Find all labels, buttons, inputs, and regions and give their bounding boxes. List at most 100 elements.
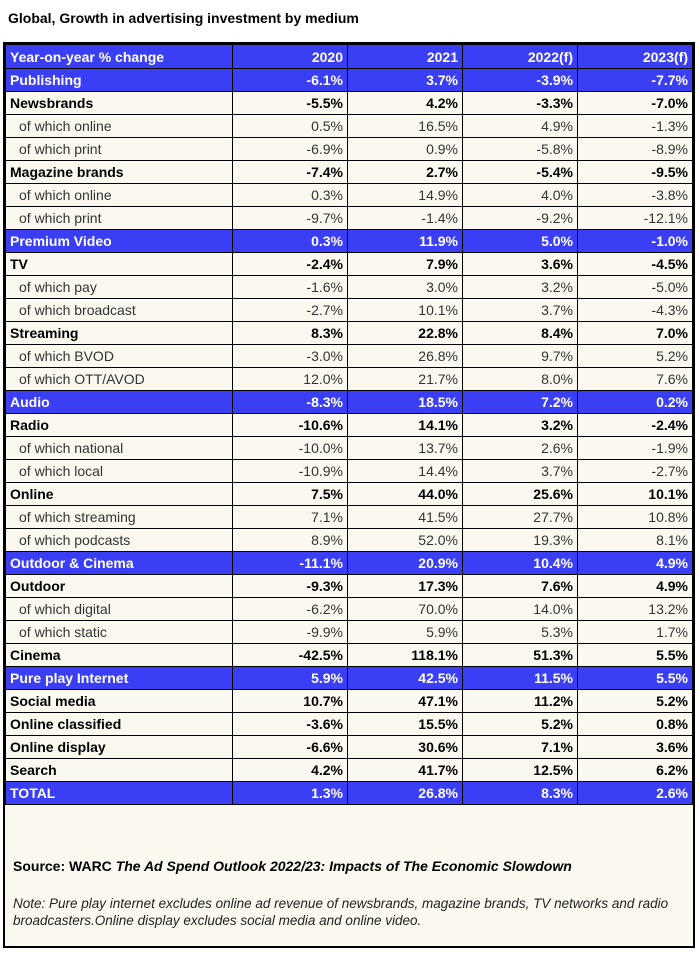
table-row: of which digital -6.2% 70.0% 14.0% 13.2%: [5, 597, 693, 621]
table-row: Newsbrands -5.5% 4.2% -3.3% -7.0%: [5, 91, 693, 115]
value-cell: 11.9%: [347, 229, 463, 253]
source-line: Source: WARC The Ad Spend Outlook 2022/2…: [13, 858, 572, 874]
value-cell: -3.3%: [462, 91, 578, 115]
value-cell: -2.7%: [232, 298, 348, 322]
value-cell: 17.3%: [347, 574, 463, 598]
table-row: Outdoor -9.3% 17.3% 7.6% 4.9%: [5, 574, 693, 598]
section-row: Pure play Internet 5.9% 42.5% 11.5% 5.5%: [5, 666, 693, 690]
table-row: of which BVOD -3.0% 26.8% 9.7% 5.2%: [5, 344, 693, 368]
table-row: Streaming 8.3% 22.8% 8.4% 7.0%: [5, 321, 693, 345]
row-label: Online display: [5, 735, 233, 759]
value-cell: 14.0%: [462, 597, 578, 621]
table-header-row: Year-on-year % change 2020 2021 2022(f) …: [5, 44, 693, 69]
header-cell-2020: 2020: [232, 44, 348, 69]
row-label: of which online: [5, 183, 233, 207]
value-cell: 3.2%: [462, 275, 578, 299]
table-body: Publishing -6.1% 3.7% -3.9% -7.7% Newsbrands -…: [5, 68, 693, 805]
value-cell: -3.0%: [232, 344, 348, 368]
header-cell-label: Year-on-year % change: [5, 44, 233, 69]
value-cell: 1.3%: [232, 781, 348, 805]
value-cell: 0.2%: [577, 390, 693, 414]
value-cell: 7.1%: [232, 505, 348, 529]
table-row: Magazine brands -7.4% 2.7% -5.4% -9.5%: [5, 160, 693, 184]
row-label: Radio: [5, 413, 233, 437]
table-row: TV -2.4% 7.9% 3.6% -4.5%: [5, 252, 693, 276]
value-cell: 3.6%: [577, 735, 693, 759]
value-cell: 47.1%: [347, 689, 463, 713]
value-cell: 8.1%: [577, 528, 693, 552]
value-cell: 5.2%: [577, 689, 693, 713]
value-cell: -8.3%: [232, 390, 348, 414]
value-cell: 5.5%: [577, 643, 693, 667]
row-label: Cinema: [5, 643, 233, 667]
value-cell: 11.5%: [462, 666, 578, 690]
value-cell: 21.7%: [347, 367, 463, 391]
table-container: Year-on-year % change 2020 2021 2022(f) …: [3, 42, 695, 948]
value-cell: 7.6%: [577, 367, 693, 391]
table-row: Online 7.5% 44.0% 25.6% 10.1%: [5, 482, 693, 506]
value-cell: 10.7%: [232, 689, 348, 713]
value-cell: 26.8%: [347, 781, 463, 805]
row-label: Search: [5, 758, 233, 782]
value-cell: 7.9%: [347, 252, 463, 276]
value-cell: 30.6%: [347, 735, 463, 759]
value-cell: -11.1%: [232, 551, 348, 575]
value-cell: 42.5%: [347, 666, 463, 690]
table-row: Social media 10.7% 47.1% 11.2% 5.2%: [5, 689, 693, 713]
table-row: of which local -10.9% 14.4% 3.7% -2.7%: [5, 459, 693, 483]
value-cell: 15.5%: [347, 712, 463, 736]
value-cell: 5.2%: [462, 712, 578, 736]
row-label: TOTAL: [5, 781, 233, 805]
value-cell: -2.7%: [577, 459, 693, 483]
value-cell: -42.5%: [232, 643, 348, 667]
row-label: of which national: [5, 436, 233, 460]
value-cell: 0.5%: [232, 114, 348, 138]
section-row: Publishing -6.1% 3.7% -3.9% -7.7%: [5, 68, 693, 92]
value-cell: -1.0%: [577, 229, 693, 253]
value-cell: 3.7%: [462, 459, 578, 483]
value-cell: -7.0%: [577, 91, 693, 115]
table-row: of which pay -1.6% 3.0% 3.2% -5.0%: [5, 275, 693, 299]
value-cell: 20.9%: [347, 551, 463, 575]
value-cell: 10.1%: [577, 482, 693, 506]
table-row: Cinema -42.5% 118.1% 51.3% 5.5%: [5, 643, 693, 667]
value-cell: 14.1%: [347, 413, 463, 437]
value-cell: -9.7%: [232, 206, 348, 230]
table-row: of which static -9.9% 5.9% 5.3% 1.7%: [5, 620, 693, 644]
value-cell: 41.7%: [347, 758, 463, 782]
value-cell: 4.9%: [462, 114, 578, 138]
value-cell: 14.4%: [347, 459, 463, 483]
row-label: of which static: [5, 620, 233, 644]
value-cell: 2.7%: [347, 160, 463, 184]
row-label: of which print: [5, 137, 233, 161]
value-cell: -7.4%: [232, 160, 348, 184]
row-label: TV: [5, 252, 233, 276]
table-row: Search 4.2% 41.7% 12.5% 6.2%: [5, 758, 693, 782]
source-title: The Ad Spend Outlook 2022/23: Impacts of…: [115, 858, 572, 874]
value-cell: 10.8%: [577, 505, 693, 529]
row-label: of which online: [5, 114, 233, 138]
value-cell: 5.2%: [577, 344, 693, 368]
value-cell: -5.0%: [577, 275, 693, 299]
value-cell: 16.5%: [347, 114, 463, 138]
value-cell: -4.5%: [577, 252, 693, 276]
header-cell-2023f: 2023(f): [577, 44, 693, 69]
value-cell: 118.1%: [347, 643, 463, 667]
source-prefix: Source: WARC: [13, 858, 116, 874]
section-row: Outdoor & Cinema -11.1% 20.9% 10.4% 4.9%: [5, 551, 693, 575]
value-cell: 0.3%: [232, 183, 348, 207]
value-cell: 41.5%: [347, 505, 463, 529]
value-cell: 27.7%: [462, 505, 578, 529]
footnote: Note: Pure play internet excludes online…: [13, 896, 669, 928]
value-cell: 12.0%: [232, 367, 348, 391]
value-cell: -12.1%: [577, 206, 693, 230]
value-cell: -2.4%: [577, 413, 693, 437]
row-label: of which digital: [5, 597, 233, 621]
value-cell: 52.0%: [347, 528, 463, 552]
value-cell: -6.6%: [232, 735, 348, 759]
value-cell: 3.2%: [462, 413, 578, 437]
section-row: Premium Video 0.3% 11.9% 5.0% -1.0%: [5, 229, 693, 253]
value-cell: 13.2%: [577, 597, 693, 621]
table-row: of which streaming 7.1% 41.5% 27.7% 10.8%: [5, 505, 693, 529]
row-label: Outdoor & Cinema: [5, 551, 233, 575]
